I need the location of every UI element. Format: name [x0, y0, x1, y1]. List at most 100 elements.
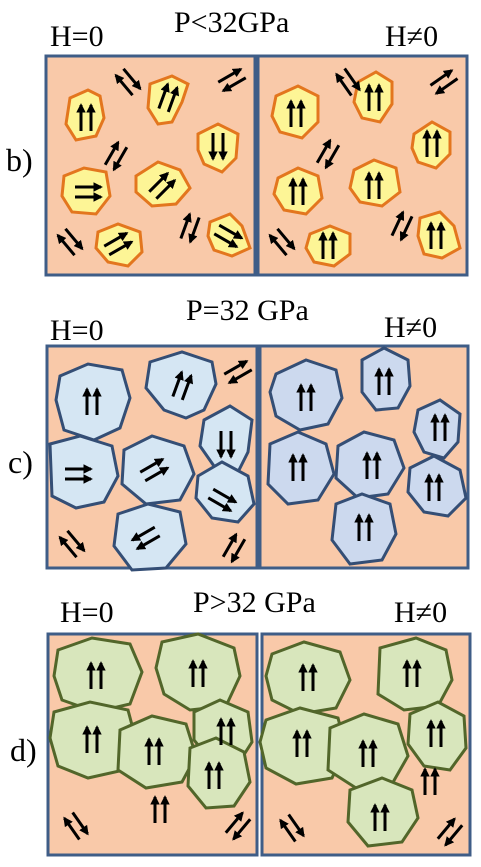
panel-c-left-field-label: H=0 — [50, 314, 104, 347]
parallel-spin-pair-icon — [103, 231, 134, 257]
grain — [206, 212, 252, 258]
grain — [352, 70, 394, 124]
parallel-spin-pair-icon — [144, 737, 164, 765]
grain — [48, 434, 120, 510]
panel-d-grains-right — [258, 636, 468, 848]
parallel-spin-pair-icon — [82, 725, 102, 753]
antiparallel-spin-pair-icon — [429, 69, 459, 95]
parallel-spin-pair-icon — [422, 129, 442, 157]
panel-d — [46, 632, 472, 857]
grain — [134, 160, 192, 208]
grain — [196, 122, 240, 174]
panel-c-right-field-label: H≠0 — [384, 311, 438, 344]
grain — [94, 222, 144, 268]
antiparallel-spin-pair-icon — [56, 227, 84, 257]
parallel-spin-pair-icon — [426, 221, 446, 249]
antiparallel-spin-pair-icon — [103, 140, 129, 172]
panel-b-title: P<32GPa — [174, 6, 290, 39]
parallel-spin-pair-icon — [374, 367, 394, 395]
spin-arrows — [56, 67, 464, 847]
grain — [360, 346, 412, 412]
parallel-spin-pair-icon — [148, 171, 177, 200]
antiparallel-spin-pair-icon — [223, 359, 253, 385]
parallel-spin-pair-icon — [426, 719, 446, 747]
panel-c-title: P=32 GPa — [186, 294, 309, 327]
grain — [304, 224, 352, 268]
antiparallel-spin-pair-icon — [390, 210, 414, 242]
grain — [144, 350, 218, 420]
grain — [64, 88, 106, 142]
parallel-spin-pair-icon — [139, 457, 170, 483]
parallel-spin-pair-icon — [216, 717, 236, 745]
grain — [194, 460, 256, 524]
panel-b-right-field-label: H≠0 — [385, 20, 439, 53]
parallel-spin-pair-icon — [370, 803, 390, 831]
antiparallel-spin-pair-icon — [63, 811, 89, 841]
grain — [268, 358, 344, 432]
parallel-spin-pair-icon — [286, 99, 306, 127]
antiparallel-spin-pair-icon — [221, 532, 247, 564]
grain — [406, 700, 468, 772]
parallel-spin-pair-icon — [288, 177, 308, 205]
grain — [120, 434, 196, 506]
parallel-spin-pair-icon — [75, 182, 103, 202]
parallel-spin-pair-icon — [130, 525, 161, 551]
panel-d-left-field-label: H=0 — [60, 596, 114, 629]
parallel-spin-pair-icon — [318, 231, 338, 259]
parallel-spin-pair-icon — [213, 223, 244, 249]
parallel-spin-pair-icon — [216, 431, 236, 459]
parallel-spin-pair-icon — [76, 103, 96, 131]
grain — [348, 158, 402, 208]
grain — [266, 430, 336, 506]
parallel-spin-pair-icon — [188, 659, 208, 687]
parallel-spin-pair-icon — [288, 453, 308, 481]
grain — [330, 492, 398, 566]
parallel-spin-pair-icon — [354, 513, 374, 541]
grain — [52, 636, 144, 714]
panel-d-label: d) — [10, 732, 37, 768]
antiparallel-spin-pair-icon — [315, 138, 341, 170]
antiparallel-spin-pair-icon — [436, 817, 464, 847]
parallel-spin-pair-icon — [204, 761, 224, 789]
grain — [198, 404, 254, 474]
grain — [376, 636, 454, 712]
parallel-spin-pair-icon — [150, 795, 170, 823]
parallel-spin-pair-icon — [86, 661, 106, 689]
parallel-spin-pair-icon — [208, 133, 228, 161]
grain — [326, 712, 410, 790]
panel-b-label: b) — [6, 142, 33, 178]
parallel-spin-pair-icon — [424, 473, 444, 501]
parallel-spin-pair-icon — [65, 464, 93, 484]
parallel-spin-pair-icon — [171, 370, 194, 401]
panel-c-grains-left — [48, 350, 256, 572]
antiparallel-spin-pair-icon — [217, 67, 247, 93]
antiparallel-spin-pair-icon — [335, 67, 361, 97]
panel-c-label: c) — [8, 444, 33, 480]
parallel-spin-pair-icon — [296, 383, 316, 411]
grain — [112, 502, 188, 572]
parallel-spin-pair-icon — [292, 729, 312, 757]
antiparallel-spin-pair-icon — [179, 212, 201, 244]
grain — [270, 84, 320, 140]
panel-b — [44, 54, 469, 277]
antiparallel-spin-pair-icon — [268, 227, 296, 257]
grain — [54, 362, 132, 442]
parallel-spin-pair-icon — [358, 739, 378, 767]
panel-c — [45, 344, 470, 572]
antiparallel-spin-pair-icon — [224, 811, 252, 841]
grain — [258, 706, 348, 786]
parallel-spin-pair-icon — [157, 82, 180, 113]
parallel-spin-pair-icon — [298, 663, 318, 691]
grain — [272, 166, 324, 216]
panel-d-right-field-label: H≠0 — [394, 596, 448, 629]
parallel-spin-pair-icon — [420, 767, 440, 795]
parallel-spin-pair-icon — [362, 451, 382, 479]
parallel-spin-pair-icon — [207, 487, 238, 513]
grain — [346, 776, 420, 848]
grain — [60, 166, 112, 216]
antiparallel-spin-pair-icon — [114, 67, 142, 97]
parallel-spin-pair-icon — [82, 387, 102, 415]
panel-d-grains-left — [48, 632, 254, 810]
panel-b-left-field-label: H=0 — [50, 20, 104, 53]
